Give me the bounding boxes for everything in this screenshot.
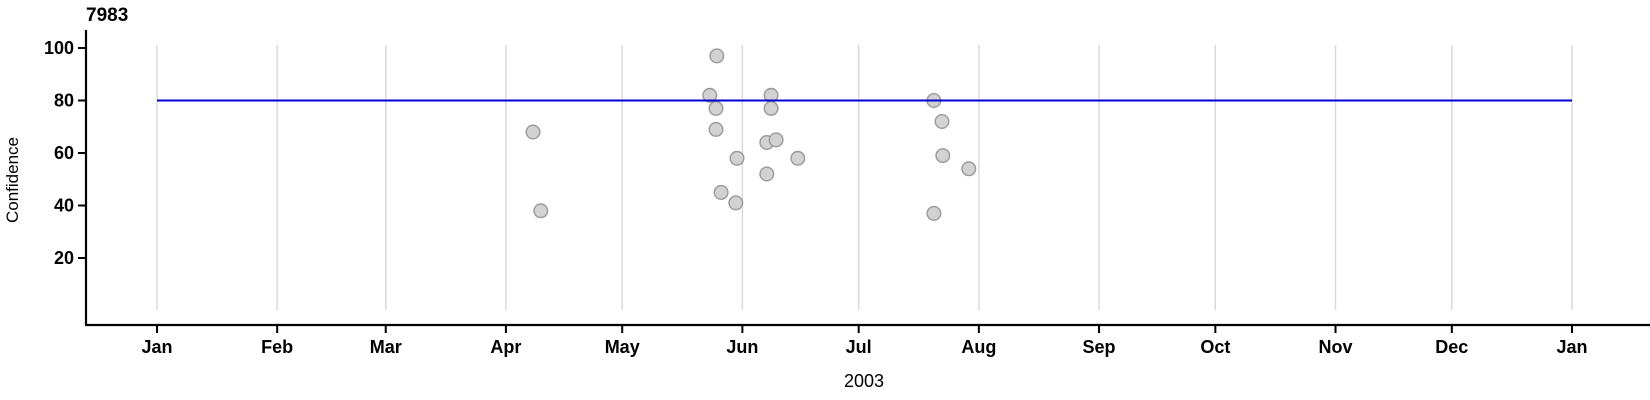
- x-tick-label: Jan: [1556, 337, 1587, 357]
- data-point: [709, 48, 725, 64]
- data-point: [728, 195, 744, 211]
- data-point: [926, 205, 942, 221]
- x-tick-label: Mar: [370, 337, 402, 357]
- y-tick-label: 40: [54, 196, 74, 216]
- x-tick-label: Nov: [1319, 337, 1353, 357]
- x-tick-label: Dec: [1435, 337, 1468, 357]
- panel-title: 7983: [86, 5, 128, 26]
- x-tick-label: Jan: [141, 337, 172, 357]
- data-point: [702, 87, 718, 103]
- data-point: [763, 100, 779, 116]
- x-axis-ticks: Jan Feb Mar Apr May Jun Jul Aug Sep Oct Nov Dec Jan: [141, 325, 1588, 357]
- y-axis-ticks: 20 40 60 80 100: [44, 38, 86, 268]
- data-point: [790, 150, 806, 166]
- data-point: [759, 166, 775, 182]
- data-point: [708, 121, 724, 137]
- data-point: [935, 148, 951, 164]
- data-point: [729, 150, 745, 166]
- data-point: [525, 124, 541, 140]
- scatter-points: [525, 48, 977, 221]
- x-tick-label: Aug: [961, 337, 996, 357]
- y-tick-label: 80: [54, 91, 74, 111]
- x-tick-label: Apr: [490, 337, 521, 357]
- x-tick-label: May: [605, 337, 640, 357]
- data-point: [934, 113, 950, 129]
- x-tick-label: Feb: [261, 337, 293, 357]
- y-axis-title: Confidence: [3, 137, 22, 223]
- x-tick-label: Oct: [1200, 337, 1230, 357]
- data-point: [713, 184, 729, 200]
- x-tick-label: Sep: [1083, 337, 1116, 357]
- data-point: [533, 203, 549, 219]
- x-tick-label: Jul: [846, 337, 872, 357]
- y-tick-label: 60: [54, 143, 74, 163]
- x-tick-label: Jun: [726, 337, 758, 357]
- month-gridlines: [156, 45, 1573, 310]
- data-point: [961, 161, 977, 177]
- data-point: [708, 100, 724, 116]
- y-tick-label: 20: [54, 248, 74, 268]
- y-tick-label: 100: [44, 38, 74, 58]
- data-point: [768, 132, 784, 148]
- x-axis-title: 2003: [844, 371, 884, 391]
